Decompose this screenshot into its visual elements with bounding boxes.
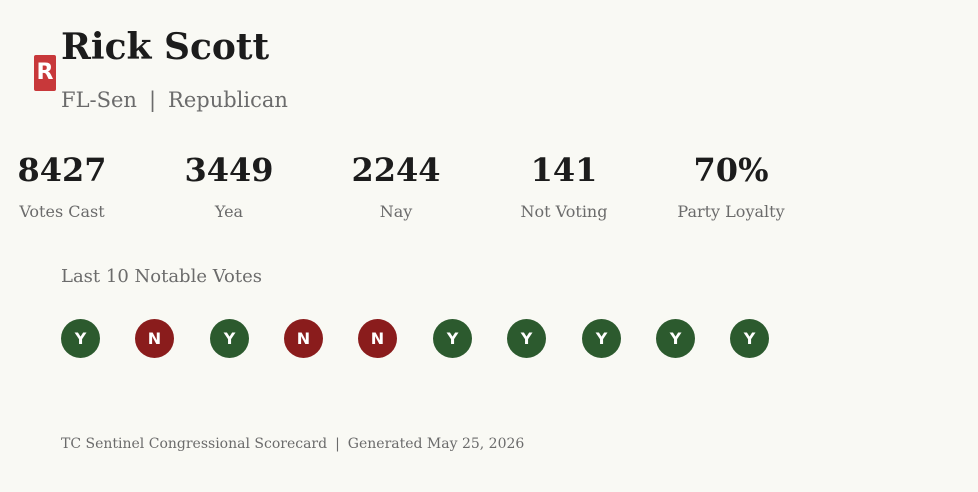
member-name: Rick Scott <box>61 26 270 68</box>
vote-badge: Y <box>210 319 249 358</box>
stat-label: Party Loyalty <box>677 202 785 221</box>
stat-not-voting: 141 Not Voting <box>479 150 649 222</box>
notable-votes-title: Last 10 Notable Votes <box>61 266 263 287</box>
footer-source: TC Sentinel Congressional Scorecard <box>61 436 328 452</box>
stat-votes-cast: 8427 Votes Cast <box>0 150 147 222</box>
stat-value: 2244 <box>351 151 441 189</box>
stat-nay: 2244 Nay <box>311 150 481 222</box>
vote-badge: Y <box>433 319 472 358</box>
stat-party-loyalty: 70% Party Loyalty <box>646 150 816 222</box>
stat-value: 8427 <box>17 151 107 189</box>
member-district: FL-Sen <box>61 88 137 112</box>
stat-value: 70% <box>693 151 769 189</box>
subtitle-separator: | <box>148 88 157 112</box>
footer-separator: | <box>335 436 340 452</box>
stat-value: 141 <box>530 151 598 189</box>
vote-badge: N <box>284 319 323 358</box>
vote-badge: Y <box>507 319 546 358</box>
vote-badge: N <box>358 319 397 358</box>
vote-badge: N <box>135 319 174 358</box>
stat-label: Votes Cast <box>19 202 105 221</box>
stat-label: Not Voting <box>520 202 608 221</box>
stat-label: Nay <box>379 202 413 221</box>
member-party: Republican <box>168 88 288 112</box>
stat-label: Yea <box>214 202 244 221</box>
stat-value: 3449 <box>184 151 274 189</box>
footer: TC Sentinel Congressional Scorecard | Gene… <box>61 436 524 452</box>
vote-badge: Y <box>61 319 100 358</box>
vote-badge: Y <box>730 319 769 358</box>
member-subtitle: FL-Sen | Republican <box>61 88 288 112</box>
party-badge: R <box>34 55 56 91</box>
vote-badge: Y <box>656 319 695 358</box>
vote-badge: Y <box>582 319 621 358</box>
stat-yea: 3449 Yea <box>144 150 314 222</box>
footer-generated: Generated May 25, 2026 <box>347 436 525 452</box>
